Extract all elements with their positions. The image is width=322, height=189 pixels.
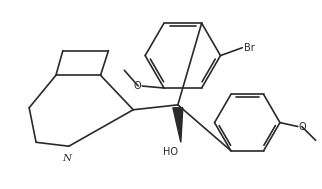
- Polygon shape: [173, 108, 183, 142]
- Text: O: O: [134, 81, 141, 91]
- Text: HO: HO: [163, 147, 178, 157]
- Text: Br: Br: [244, 43, 255, 53]
- Text: O: O: [299, 122, 307, 132]
- Text: N: N: [62, 154, 71, 163]
